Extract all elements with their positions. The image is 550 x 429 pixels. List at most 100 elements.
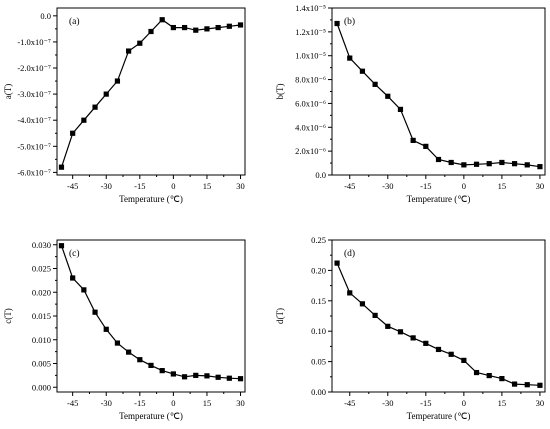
data-point-a xyxy=(92,104,98,110)
y-tick-label-d: 0.00 xyxy=(311,387,326,397)
y-tick-label-a: -4.0x10⁻⁷ xyxy=(17,115,51,125)
data-point-c xyxy=(181,374,188,380)
data-point-d xyxy=(372,312,378,318)
data-point-b xyxy=(372,81,378,87)
data-point-a xyxy=(148,28,154,35)
y-axis-label-c: c(T) xyxy=(3,308,13,324)
data-point-d xyxy=(410,335,416,341)
y-tick-label-c: 0.005 xyxy=(32,359,51,369)
y-tick-label-c: 0.025 xyxy=(32,264,51,274)
y-tick-label-a: -5.0x10⁻⁷ xyxy=(17,141,51,151)
y-tick-label-a: -3.0x10⁻⁷ xyxy=(17,89,51,99)
data-point-c xyxy=(126,349,132,355)
data-point-d xyxy=(448,351,454,357)
data-point-a xyxy=(114,78,121,84)
y-axis-label-b: b(T) xyxy=(275,84,285,100)
plot-frame-c xyxy=(56,239,246,393)
y-tick-label-b: 8.0x10⁻⁶ xyxy=(295,75,326,85)
data-point-c xyxy=(170,371,176,377)
data-point-b xyxy=(486,161,492,167)
data-point-a xyxy=(215,24,221,31)
x-tick-label-b: 30 xyxy=(536,181,545,191)
x-tick-label-b: -30 xyxy=(382,181,393,191)
chart-panel-c: -45 -30 -15 0 15 30 0.000 0.005 0.010 0.015 0.020 0… xyxy=(3,239,246,421)
data-point-c xyxy=(114,340,121,346)
data-point-d xyxy=(435,346,442,353)
data-point-a xyxy=(58,164,65,170)
data-point-d xyxy=(499,376,505,382)
y-tick-label-c: 0.015 xyxy=(32,311,51,321)
y-tick-label-a: -6.0x10⁻⁷ xyxy=(17,167,51,177)
panel-label-a: (a) xyxy=(69,16,80,27)
x-tick-label-b: 15 xyxy=(498,181,507,191)
data-point-b xyxy=(499,159,505,166)
data-point-b xyxy=(334,20,340,27)
y-tick-label-d: 0.05 xyxy=(311,357,326,367)
data-point-a xyxy=(226,23,232,29)
y-tick-label-c: 0.010 xyxy=(32,335,51,345)
x-tick-label-c: 15 xyxy=(203,398,212,408)
data-point-d xyxy=(359,301,366,307)
data-point-c xyxy=(193,372,199,378)
data-point-c xyxy=(92,309,98,315)
data-point-b xyxy=(435,156,442,163)
data-point-c xyxy=(103,326,109,332)
data-point-d xyxy=(537,382,543,388)
plot-frame-b xyxy=(331,7,546,176)
plot-frame-d xyxy=(331,239,546,393)
series-line-c xyxy=(60,245,241,380)
data-point-c xyxy=(137,357,143,363)
data-point-d xyxy=(385,323,391,329)
data-point-d xyxy=(461,357,467,363)
data-point-c xyxy=(215,374,221,380)
y-tick-label-b: 2.0x10⁻⁶ xyxy=(295,146,326,156)
x-tick-label-a: -45 xyxy=(67,181,78,191)
y-axis-label-d: d(T) xyxy=(275,308,285,324)
data-point-b xyxy=(448,159,454,166)
y-tick-label-d: 0.20 xyxy=(311,265,326,275)
data-point-a xyxy=(237,22,244,28)
data-point-c xyxy=(226,375,232,381)
panel-label-b: (b) xyxy=(344,16,355,27)
y-tick-label-c: 0.000 xyxy=(32,382,51,392)
x-tick-label-a: 15 xyxy=(203,181,212,191)
x-axis-label-d: Temperature (℃) xyxy=(407,411,471,421)
data-point-b xyxy=(461,162,467,168)
data-point-c xyxy=(237,376,244,382)
data-point-d xyxy=(347,290,353,296)
y-tick-label-a: -1.0x10⁻⁷ xyxy=(17,37,51,47)
y-tick-label-b: 0.0 xyxy=(315,170,326,180)
y-tick-label-d: 0.15 xyxy=(311,296,326,306)
series-line-a xyxy=(60,18,241,168)
data-point-c xyxy=(204,373,210,379)
data-point-b xyxy=(347,55,353,61)
x-tick-label-d: -30 xyxy=(382,398,393,408)
data-point-b xyxy=(410,137,416,144)
data-point-a xyxy=(193,27,199,33)
data-point-b xyxy=(473,161,480,167)
x-tick-label-d: -45 xyxy=(344,398,355,408)
y-tick-label-d: 0.10 xyxy=(311,326,326,336)
data-point-b xyxy=(524,162,530,168)
series-line-d xyxy=(336,262,540,386)
y-tick-label-b: 4.0x10⁻⁶ xyxy=(295,122,326,132)
data-point-d xyxy=(486,372,492,379)
data-point-d xyxy=(334,260,340,266)
data-point-b xyxy=(385,93,391,99)
x-tick-label-b: -45 xyxy=(344,181,355,191)
data-point-b xyxy=(511,161,518,167)
x-axis-label-c: Temperature (℃) xyxy=(119,411,183,421)
x-tick-label-b: -15 xyxy=(420,181,431,191)
data-point-a xyxy=(159,17,165,23)
y-tick-label-c: 0.020 xyxy=(32,287,51,297)
y-tick-label-a: 0.0 xyxy=(40,11,51,21)
data-point-b xyxy=(397,106,404,112)
data-point-c xyxy=(81,287,87,293)
data-point-b xyxy=(423,143,429,149)
data-point-c xyxy=(159,368,165,374)
data-point-a xyxy=(181,24,188,31)
data-point-d xyxy=(397,329,404,335)
x-tick-label-c: -30 xyxy=(101,398,112,408)
x-tick-label-a: -30 xyxy=(101,181,112,191)
data-point-d xyxy=(473,369,480,376)
